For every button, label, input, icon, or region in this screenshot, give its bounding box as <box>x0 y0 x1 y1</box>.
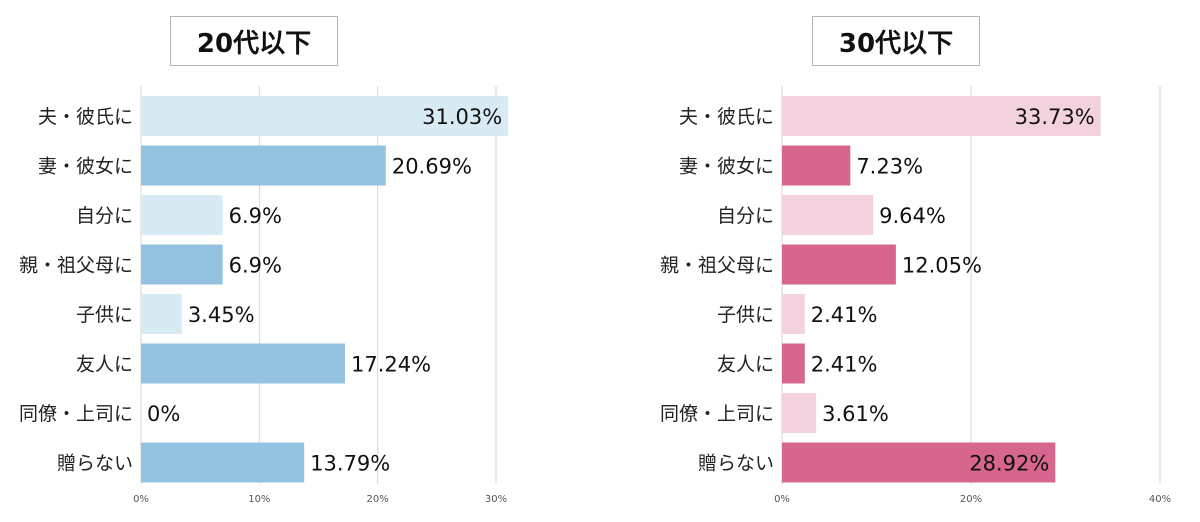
bar <box>782 343 805 384</box>
bar <box>782 145 851 186</box>
data-label: 17.24% <box>351 353 431 377</box>
data-label: 6.9% <box>229 254 282 278</box>
chart-panel-right: 30代以下 0% 20% 40% 夫・彼氏に 33.73% 妻・彼女に 7.23% 自分に 9.… <box>600 0 1200 522</box>
bar-chart-left: 0% 10% 20% 30% 夫・彼氏に 31.03% 妻・彼女に 20.69% 自分に 6.9%… <box>19 86 509 505</box>
data-label: 13.79% <box>310 452 390 476</box>
x-tick-label: 0% <box>133 494 149 505</box>
category-label: 同僚・上司に <box>660 403 774 425</box>
data-label: 28.92% <box>969 452 1049 476</box>
bar <box>141 145 386 186</box>
data-label: 9.64% <box>879 204 946 228</box>
data-label: 31.03% <box>422 105 502 129</box>
bar <box>782 96 1101 136</box>
category-label: 妻・彼女に <box>38 156 133 178</box>
bar <box>141 96 509 136</box>
category-label: 親・祖父母に <box>660 255 774 277</box>
data-label: 33.73% <box>1015 105 1095 129</box>
category-label: 子供に <box>76 304 133 326</box>
category-label: 同僚・上司に <box>19 403 133 425</box>
bar <box>782 393 817 433</box>
bar <box>141 244 223 285</box>
category-label: 贈らない <box>57 453 133 475</box>
bar-chart-right: 0% 20% 40% 夫・彼氏に 33.73% 妻・彼女に 7.23% 自分に 9.64% 親・祖… <box>660 86 1171 505</box>
category-label: 自分に <box>76 205 133 227</box>
bar <box>782 294 805 334</box>
bar <box>141 195 223 235</box>
category-label: 夫・彼氏に <box>679 106 774 128</box>
chart-title-left: 20代以下 <box>170 16 338 66</box>
chart-title-right: 30代以下 <box>812 16 980 66</box>
category-label: 妻・彼女に <box>679 156 774 178</box>
chart-panel-left: 20代以下 0% 10% 20% 30% 夫・彼氏に 31.03% 妻・彼女に 20.69% 自… <box>19 16 509 505</box>
x-tick-label: 40% <box>1149 494 1171 505</box>
bar <box>782 195 874 235</box>
data-label: 3.45% <box>188 303 255 327</box>
x-tick-label: 20% <box>367 494 389 505</box>
bar <box>141 343 346 384</box>
data-label: 12.05% <box>902 254 982 278</box>
data-label: 7.23% <box>856 155 923 179</box>
category-label: 親・祖父母に <box>19 255 133 277</box>
x-tick-label: 10% <box>248 494 270 505</box>
bar <box>141 442 305 483</box>
data-label: 20.69% <box>392 155 472 179</box>
x-tick-label: 0% <box>774 494 790 505</box>
category-label: 夫・彼氏に <box>38 106 133 128</box>
bar <box>782 442 1056 483</box>
x-tick-label: 30% <box>485 494 507 505</box>
data-label: 2.41% <box>811 353 878 377</box>
data-label: 6.9% <box>229 204 282 228</box>
data-label: 2.41% <box>811 303 878 327</box>
category-label: 自分に <box>717 205 774 227</box>
data-label: 0% <box>147 402 180 426</box>
category-label: 友人に <box>76 354 133 376</box>
category-label: 贈らない <box>698 453 774 475</box>
bar <box>782 244 896 285</box>
data-label: 3.61% <box>822 402 889 426</box>
x-tick-label: 20% <box>960 494 982 505</box>
bar <box>141 294 182 334</box>
category-label: 友人に <box>717 354 774 376</box>
category-label: 子供に <box>717 304 774 326</box>
